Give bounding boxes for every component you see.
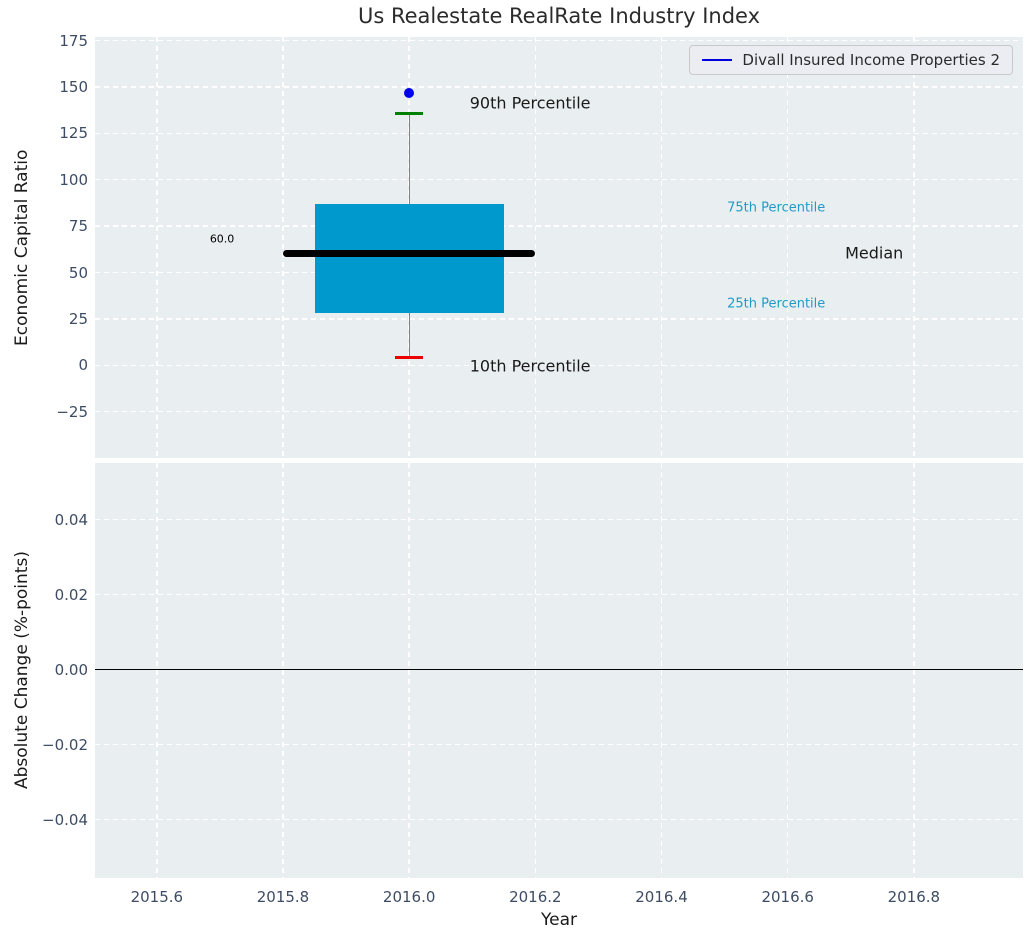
gridline-vertical bbox=[282, 463, 284, 878]
cap-10th-percentile bbox=[395, 356, 424, 360]
y-tick-label: 0 bbox=[78, 356, 88, 375]
bottom-axes bbox=[95, 463, 1023, 878]
gridline-horizontal bbox=[95, 271, 1023, 274]
gridline-vertical bbox=[156, 463, 158, 878]
gridline-horizontal bbox=[95, 410, 1023, 413]
x-tick-label: 2016.2 bbox=[509, 888, 562, 906]
y-tick-label: 125 bbox=[59, 124, 88, 143]
y-tick-label: 175 bbox=[59, 31, 88, 50]
y-axis-label-top: Economic Capital Ratio bbox=[12, 149, 32, 346]
y-tick-label: 0.02 bbox=[54, 585, 88, 604]
gridline-vertical bbox=[660, 37, 663, 458]
annotation-10th-percentile: 10th Percentile bbox=[469, 356, 591, 376]
gridline-vertical bbox=[660, 463, 663, 878]
y-tick-label: −0.02 bbox=[42, 735, 88, 754]
gridline-vertical bbox=[786, 37, 789, 458]
gridline-vertical bbox=[156, 37, 158, 458]
gridline-horizontal bbox=[95, 318, 1023, 320]
x-tick-label: 2015.8 bbox=[256, 888, 310, 906]
x-tick-label: 2016.8 bbox=[887, 888, 941, 906]
percentile-box bbox=[314, 203, 504, 314]
annotation-25th-percentile: 25th Percentile bbox=[727, 296, 826, 312]
gridline-horizontal bbox=[95, 364, 1023, 366]
gridline-horizontal bbox=[95, 132, 1023, 135]
gridline-horizontal bbox=[95, 518, 1023, 521]
median-line bbox=[282, 250, 536, 258]
x-tick-label: 2016.4 bbox=[635, 888, 688, 906]
x-tick-label: 2016.6 bbox=[761, 888, 814, 906]
gridline-horizontal bbox=[95, 40, 1023, 42]
annotation-median: Median bbox=[845, 243, 904, 263]
y-tick-label: 50 bbox=[68, 263, 88, 282]
annotation-75th-percentile: 75th Percentile bbox=[727, 200, 826, 216]
gridline-vertical bbox=[913, 463, 915, 878]
y-tick-label: 150 bbox=[59, 78, 88, 97]
gridline-horizontal bbox=[95, 225, 1023, 227]
gridline-vertical bbox=[534, 37, 537, 458]
gridline-vertical bbox=[282, 37, 284, 458]
gridline-horizontal bbox=[95, 179, 1023, 181]
zero-line bbox=[95, 668, 1023, 671]
x-tick-label: 2016.0 bbox=[382, 888, 436, 906]
gridline-horizontal bbox=[95, 593, 1023, 596]
gridline-vertical bbox=[408, 463, 410, 878]
data-point bbox=[404, 87, 415, 98]
legend-line-swatch bbox=[702, 59, 733, 61]
top-axes: 90th Percentile 10th Percentile 75th Perce… bbox=[95, 37, 1023, 458]
gridline-horizontal bbox=[95, 743, 1023, 746]
x-tick-label: 2015.6 bbox=[130, 888, 184, 906]
y-tick-label: −25 bbox=[56, 402, 88, 421]
annotation-median-value: 60.0 bbox=[209, 232, 235, 246]
y-tick-label: 100 bbox=[59, 170, 88, 189]
y-tick-label: 0.04 bbox=[54, 510, 88, 529]
legend-label: Divall Insured Income Properties 2 bbox=[742, 51, 1000, 69]
y-tick-label: 25 bbox=[68, 309, 88, 328]
gridline-vertical bbox=[534, 463, 537, 878]
chart-title: Us Realestate RealRate Industry Index bbox=[357, 4, 760, 28]
gridline-horizontal bbox=[95, 86, 1023, 88]
legend: Divall Insured Income Properties 2 bbox=[689, 45, 1013, 75]
cap-90th-percentile bbox=[395, 111, 424, 115]
gridline-horizontal bbox=[95, 818, 1023, 821]
x-axis-label: Year bbox=[541, 910, 577, 930]
gridline-vertical bbox=[786, 463, 789, 878]
annotation-90th-percentile: 90th Percentile bbox=[469, 93, 591, 113]
gridline-vertical bbox=[913, 37, 915, 458]
y-tick-label: 0.00 bbox=[54, 660, 88, 679]
y-tick-label: −0.04 bbox=[42, 810, 88, 829]
y-tick-label: 75 bbox=[68, 217, 88, 236]
